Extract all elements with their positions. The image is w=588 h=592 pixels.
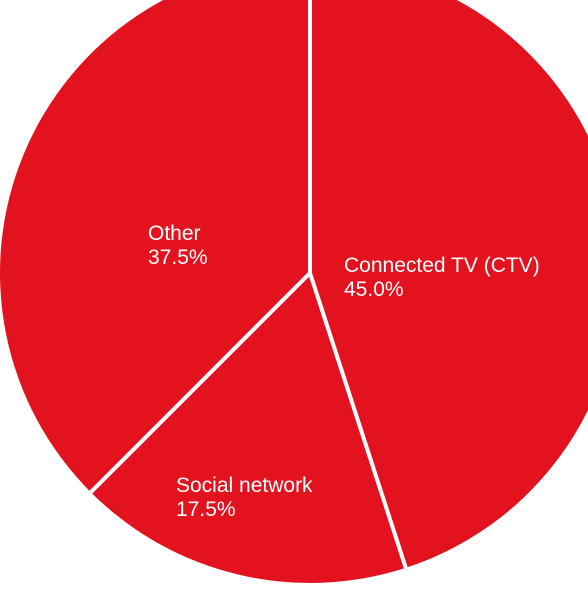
slice-separator: [89, 271, 312, 494]
slice-separator: [308, 272, 408, 569]
slice-value-other: 37.5%: [148, 246, 208, 269]
slice-separators: [89, 0, 408, 569]
pie-slice-other: [0, 0, 310, 493]
slice-value-social-network: 17.5%: [176, 498, 236, 521]
slice-label-social-network: Social network: [176, 474, 313, 497]
slice-value-connected-tv-ctv: 45.0%: [344, 278, 404, 301]
slice-label-other: Other: [148, 222, 201, 245]
slice-labels: Connected TV (CTV)45.0% Social network17.…: [148, 222, 540, 521]
pie-slice-connected-tv-ctv: [310, 0, 588, 568]
pie-slice-social-network: [90, 273, 406, 583]
slice-label-connected-tv-ctv: Connected TV (CTV): [344, 254, 540, 277]
